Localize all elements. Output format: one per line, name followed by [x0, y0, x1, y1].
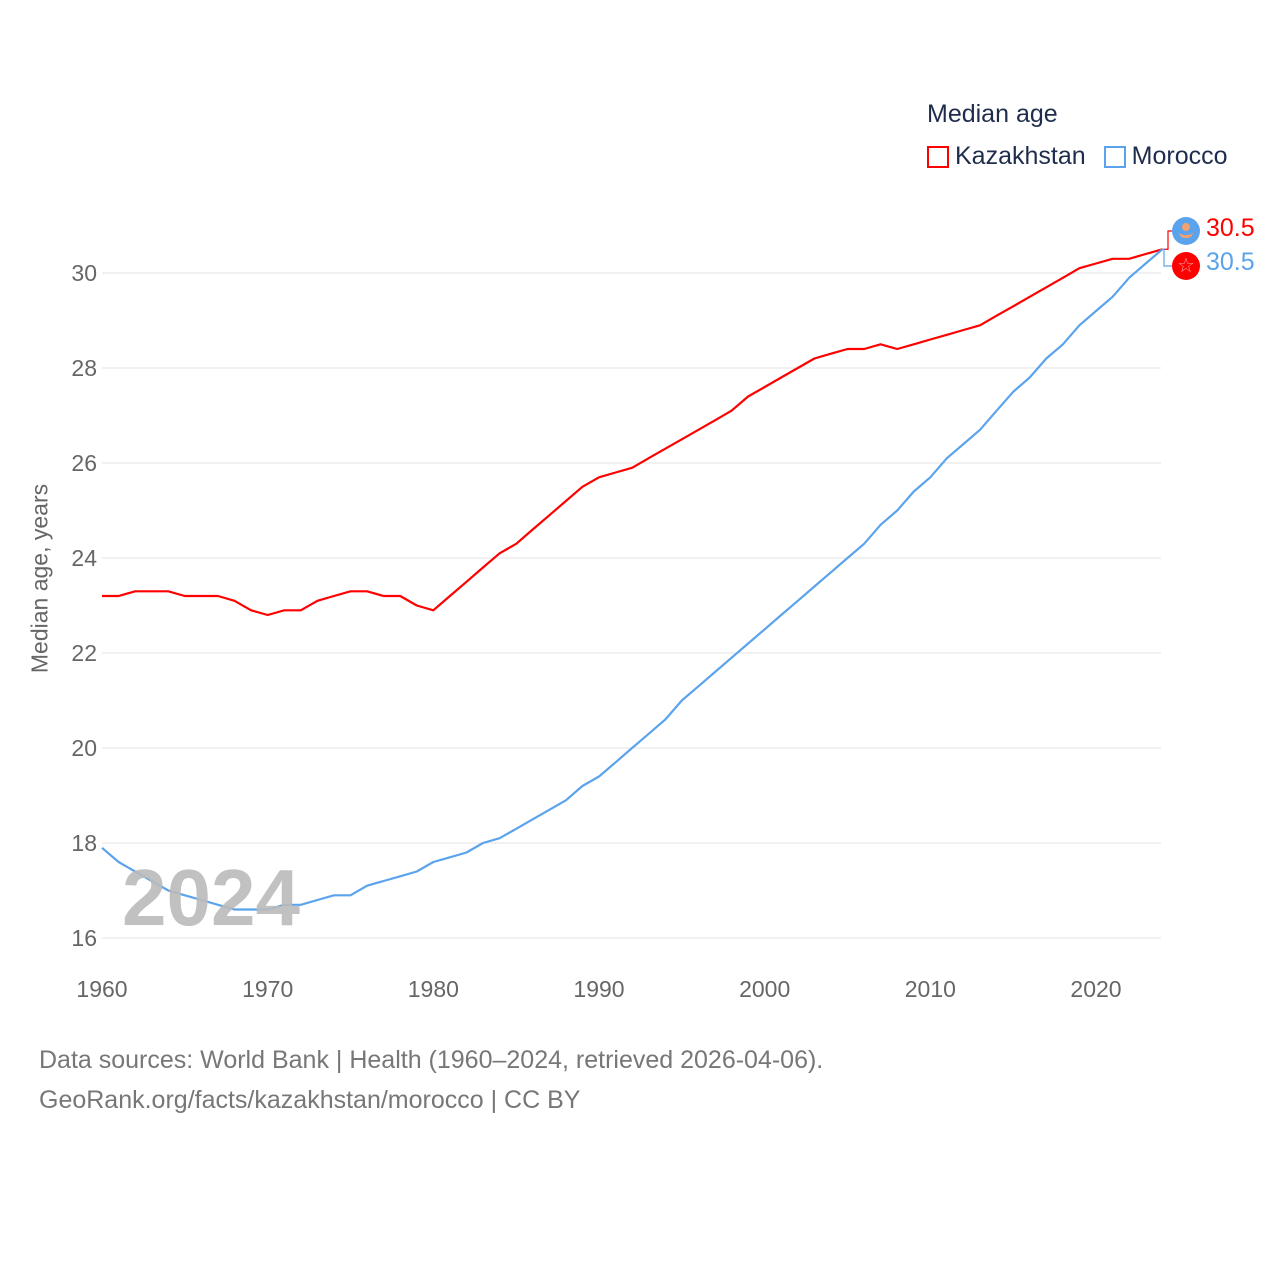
morocco-flag-icon: ☆ [1172, 252, 1200, 280]
y-tick-label: 16 [71, 925, 97, 951]
x-tick-label: 1970 [242, 976, 293, 1002]
source-line: Data sources: World Bank | Health (1960–… [39, 1046, 824, 1074]
kazakhstan-connector [1162, 230, 1172, 250]
year-watermark: 2024 [122, 853, 300, 942]
attribution-link[interactable]: GeoRank.org/facts/kazakhstan/morocco | C… [39, 1086, 581, 1114]
series-line-kazakhstan [102, 248, 1163, 617]
y-tick-label: 30 [71, 260, 97, 286]
y-tick-label: 18 [71, 830, 97, 856]
y-tick-label: 26 [71, 450, 97, 476]
legend-item-morocco[interactable]: Morocco [1103, 142, 1228, 171]
morocco-connector [1162, 248, 1172, 267]
x-tick-label: 1980 [408, 976, 459, 1002]
kazakhstan-end-label: 30.5 [1206, 214, 1255, 242]
x-tick-label: 2000 [739, 976, 790, 1002]
y-tick-label: 28 [71, 355, 97, 381]
kazakhstan-flag-icon [1172, 217, 1200, 245]
morocco-end-label: 30.5 [1206, 248, 1255, 276]
legend: Kazakhstan Morocco [927, 142, 1228, 171]
legend-label: Morocco [1131, 142, 1228, 170]
legend-swatch [927, 146, 949, 168]
x-tick-label: 2010 [905, 976, 956, 1002]
legend-label: Kazakhstan [955, 142, 1086, 170]
y-tick-label: 22 [71, 640, 97, 666]
y-tick-label: 20 [71, 735, 97, 761]
legend-swatch [1103, 146, 1126, 168]
y-tick-label: 24 [71, 545, 97, 571]
y-axis-label: Median age, years [26, 483, 53, 674]
series-line-morocco [101, 248, 1164, 911]
legend-item-kazakhstan[interactable]: Kazakhstan [927, 142, 1086, 171]
legend-title: Median age [927, 100, 1058, 128]
x-tick-label: 1960 [76, 976, 127, 1002]
x-tick-label: 1990 [573, 976, 624, 1002]
x-tick-label: 2020 [1070, 976, 1121, 1002]
